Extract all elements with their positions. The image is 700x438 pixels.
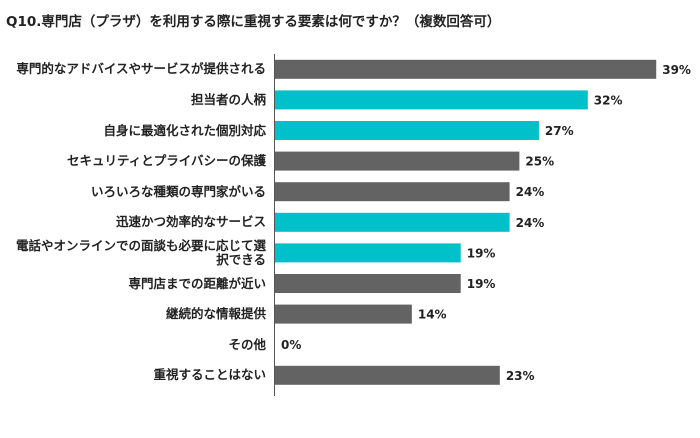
- value-label: 39%: [662, 63, 691, 77]
- value-label: 27%: [545, 124, 574, 138]
- value-label: 32%: [594, 93, 623, 107]
- chart-title: Q10.専門店（プラザ）を利用する際に重視する要素は何ですか？（複数回答可）: [6, 14, 501, 30]
- bar: [275, 304, 412, 324]
- bar: [275, 243, 461, 263]
- category-label: セキュリティとプライバシーの保護: [66, 153, 266, 169]
- bar: [275, 274, 461, 293]
- value-label: 25%: [525, 155, 554, 169]
- category-label: その他: [228, 336, 266, 352]
- bar: [275, 59, 657, 79]
- category-label: 継続的な情報提供: [165, 306, 266, 322]
- value-label: 0%: [281, 338, 301, 352]
- value-label: 23%: [506, 369, 535, 383]
- value-label: 24%: [516, 185, 545, 199]
- category-label: 重視することはない: [153, 367, 266, 383]
- category-label: 迅速かつ効率的なサービス: [115, 214, 266, 230]
- value-label: 24%: [516, 216, 545, 230]
- category-label: 専門的なアドバイスやサービスが提供される: [16, 61, 266, 77]
- value-label: 19%: [467, 246, 496, 260]
- bar: [275, 90, 588, 110]
- bar: [275, 121, 539, 140]
- category-label: 電話やオンラインでの面談も必要に応じて選択できる: [15, 237, 266, 267]
- category-label: 自身に最適化された個別対応: [103, 122, 266, 138]
- bar: [275, 212, 510, 232]
- category-label: 担当者の人柄: [190, 91, 266, 107]
- category-label: 専門店までの距離が近い: [128, 275, 266, 291]
- value-label: 14%: [418, 308, 447, 322]
- bar: [275, 365, 500, 385]
- bar: [275, 151, 520, 171]
- value-label: 19%: [467, 277, 496, 291]
- category-label: いろいろな種類の専門家がいる: [90, 183, 266, 199]
- bar: [275, 182, 510, 202]
